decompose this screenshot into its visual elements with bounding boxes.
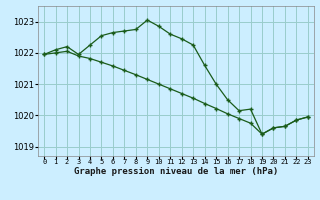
X-axis label: Graphe pression niveau de la mer (hPa): Graphe pression niveau de la mer (hPa) [74,167,278,176]
